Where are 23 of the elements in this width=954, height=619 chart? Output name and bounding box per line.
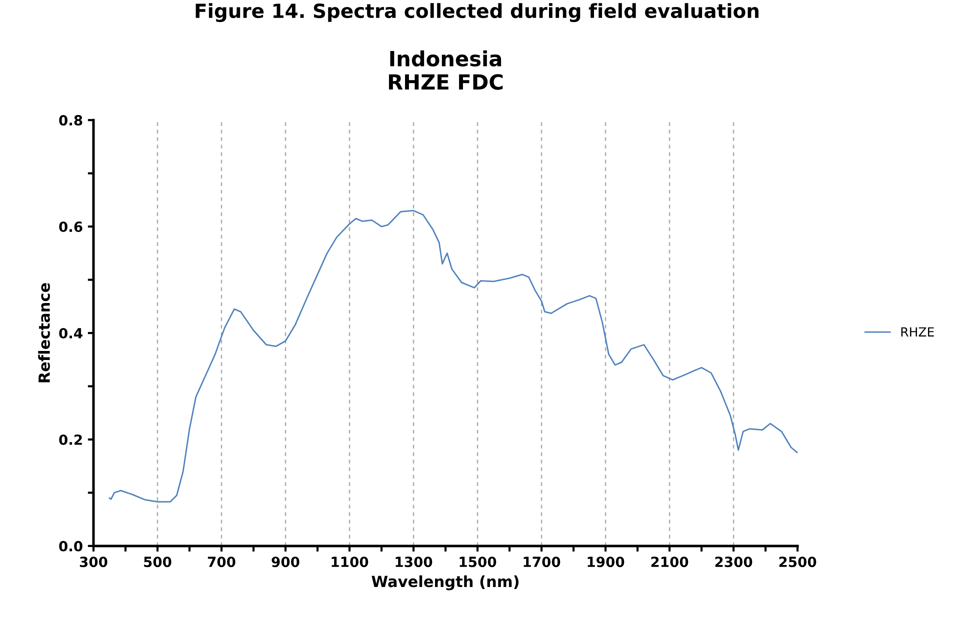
y-tick-label: 0.6 — [59, 222, 82, 232]
y-tick-label: 0.8 — [59, 115, 82, 126]
chart-title: Indonesia RHZE FDC — [388, 50, 503, 90]
x-tick-label: 1300 — [396, 556, 432, 568]
x-tick-label: 1700 — [524, 556, 560, 568]
legend-label: RHZE — [901, 327, 934, 336]
y-tick-label: 0.2 — [59, 434, 82, 445]
x-tick-label: 2300 — [715, 556, 752, 568]
x-tick-label: 300 — [80, 556, 108, 568]
line-series — [108, 210, 798, 502]
x-tick-label: 500 — [144, 556, 172, 568]
y-axis-title: Reflectance — [38, 283, 50, 382]
x-tick-label: 1500 — [460, 556, 496, 568]
chart-subtitle: Figure 14. Spectra collected during field evaluation — [196, 3, 758, 22]
x-tick-label: 700 — [208, 556, 236, 568]
x-tick-label: 1100 — [332, 556, 368, 568]
x-axis-title: Wavelength (nm) — [372, 575, 519, 590]
x-tick-label: 1900 — [588, 556, 624, 568]
y-tick-label: 0.4 — [59, 328, 82, 338]
y-tick-label: 0.0 — [59, 540, 82, 552]
x-tick-label: 2100 — [651, 556, 688, 568]
x-tick-label: 2500 — [779, 556, 816, 568]
x-tick-label: 900 — [272, 556, 300, 568]
